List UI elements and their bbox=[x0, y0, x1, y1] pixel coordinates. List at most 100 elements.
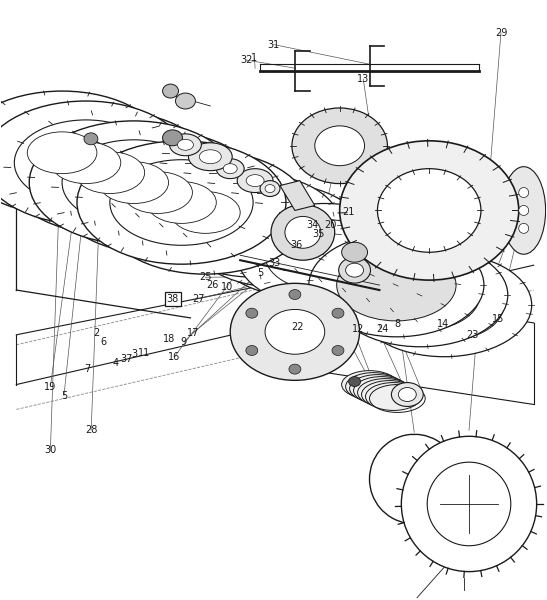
Ellipse shape bbox=[166, 173, 341, 277]
Ellipse shape bbox=[51, 142, 121, 184]
Text: 37: 37 bbox=[120, 353, 133, 364]
Ellipse shape bbox=[237, 169, 273, 193]
Text: 35: 35 bbox=[312, 229, 324, 239]
Ellipse shape bbox=[385, 269, 504, 341]
Text: 8: 8 bbox=[394, 319, 400, 329]
Ellipse shape bbox=[162, 130, 183, 146]
Text: 27: 27 bbox=[192, 294, 205, 304]
Ellipse shape bbox=[401, 436, 537, 572]
Ellipse shape bbox=[502, 167, 545, 254]
Ellipse shape bbox=[27, 132, 97, 173]
Text: 17: 17 bbox=[187, 328, 199, 338]
Text: 25: 25 bbox=[199, 272, 212, 283]
Ellipse shape bbox=[237, 203, 412, 307]
Text: 4: 4 bbox=[113, 358, 119, 368]
Text: 5: 5 bbox=[257, 268, 263, 278]
Ellipse shape bbox=[336, 249, 456, 321]
Ellipse shape bbox=[313, 239, 432, 311]
Text: 38: 38 bbox=[167, 294, 179, 304]
Ellipse shape bbox=[62, 140, 205, 226]
Ellipse shape bbox=[342, 371, 397, 398]
Ellipse shape bbox=[0, 110, 133, 196]
Text: 36: 36 bbox=[290, 240, 302, 250]
Ellipse shape bbox=[519, 205, 529, 215]
Ellipse shape bbox=[84, 133, 98, 145]
Ellipse shape bbox=[241, 209, 360, 281]
Ellipse shape bbox=[358, 379, 414, 406]
Ellipse shape bbox=[230, 283, 359, 380]
Text: 32: 32 bbox=[240, 55, 253, 65]
Polygon shape bbox=[83, 139, 106, 156]
Ellipse shape bbox=[365, 383, 421, 410]
Text: 16: 16 bbox=[168, 352, 181, 362]
Ellipse shape bbox=[246, 308, 258, 318]
Ellipse shape bbox=[217, 200, 336, 271]
Ellipse shape bbox=[0, 101, 190, 224]
Ellipse shape bbox=[99, 162, 168, 203]
Text: 14: 14 bbox=[437, 319, 450, 329]
Ellipse shape bbox=[14, 120, 158, 205]
Text: 23: 23 bbox=[466, 329, 478, 340]
Text: 19: 19 bbox=[44, 382, 56, 392]
Ellipse shape bbox=[398, 388, 416, 401]
Ellipse shape bbox=[346, 263, 364, 277]
Text: 28: 28 bbox=[85, 425, 97, 435]
Text: 21: 21 bbox=[342, 206, 355, 217]
Text: 2: 2 bbox=[94, 328, 100, 338]
Ellipse shape bbox=[339, 257, 370, 283]
Ellipse shape bbox=[29, 121, 238, 244]
Ellipse shape bbox=[246, 346, 258, 355]
Ellipse shape bbox=[199, 150, 222, 164]
Ellipse shape bbox=[133, 170, 277, 255]
Ellipse shape bbox=[77, 141, 286, 264]
Ellipse shape bbox=[5, 111, 214, 235]
Text: 15: 15 bbox=[492, 314, 504, 324]
Ellipse shape bbox=[260, 181, 280, 197]
Text: 12: 12 bbox=[352, 323, 364, 334]
Text: 22: 22 bbox=[292, 322, 304, 332]
Ellipse shape bbox=[0, 91, 166, 214]
Ellipse shape bbox=[170, 134, 201, 156]
Ellipse shape bbox=[309, 233, 484, 337]
Ellipse shape bbox=[110, 160, 253, 245]
Ellipse shape bbox=[285, 217, 321, 248]
Ellipse shape bbox=[289, 229, 408, 301]
Ellipse shape bbox=[289, 290, 301, 299]
Ellipse shape bbox=[285, 223, 460, 327]
Ellipse shape bbox=[350, 374, 405, 403]
Text: 20: 20 bbox=[324, 220, 337, 230]
Text: 30: 30 bbox=[44, 445, 56, 455]
Ellipse shape bbox=[75, 152, 144, 194]
Text: 7: 7 bbox=[84, 364, 90, 374]
Text: 33: 33 bbox=[269, 258, 281, 268]
Ellipse shape bbox=[357, 253, 532, 357]
Ellipse shape bbox=[377, 169, 481, 252]
Text: 34: 34 bbox=[306, 220, 319, 230]
Ellipse shape bbox=[332, 308, 344, 318]
Ellipse shape bbox=[123, 172, 193, 214]
Text: 29: 29 bbox=[495, 28, 507, 38]
Ellipse shape bbox=[162, 84, 178, 98]
Text: 6: 6 bbox=[101, 337, 107, 347]
Text: 26: 26 bbox=[206, 280, 219, 290]
Ellipse shape bbox=[177, 139, 194, 150]
Text: 13: 13 bbox=[357, 74, 369, 84]
Ellipse shape bbox=[265, 185, 275, 193]
Ellipse shape bbox=[289, 364, 301, 374]
Text: 5: 5 bbox=[61, 391, 67, 401]
Ellipse shape bbox=[101, 151, 310, 274]
Ellipse shape bbox=[194, 190, 313, 261]
Ellipse shape bbox=[38, 130, 182, 215]
Ellipse shape bbox=[348, 377, 360, 386]
Ellipse shape bbox=[176, 93, 195, 109]
Ellipse shape bbox=[265, 310, 325, 354]
Ellipse shape bbox=[392, 383, 423, 406]
Ellipse shape bbox=[53, 131, 262, 254]
Ellipse shape bbox=[189, 184, 364, 287]
Ellipse shape bbox=[261, 214, 436, 317]
Ellipse shape bbox=[333, 243, 508, 347]
Text: 31: 31 bbox=[267, 40, 280, 50]
Ellipse shape bbox=[332, 346, 344, 355]
Polygon shape bbox=[280, 181, 315, 211]
Text: 18: 18 bbox=[163, 334, 175, 344]
